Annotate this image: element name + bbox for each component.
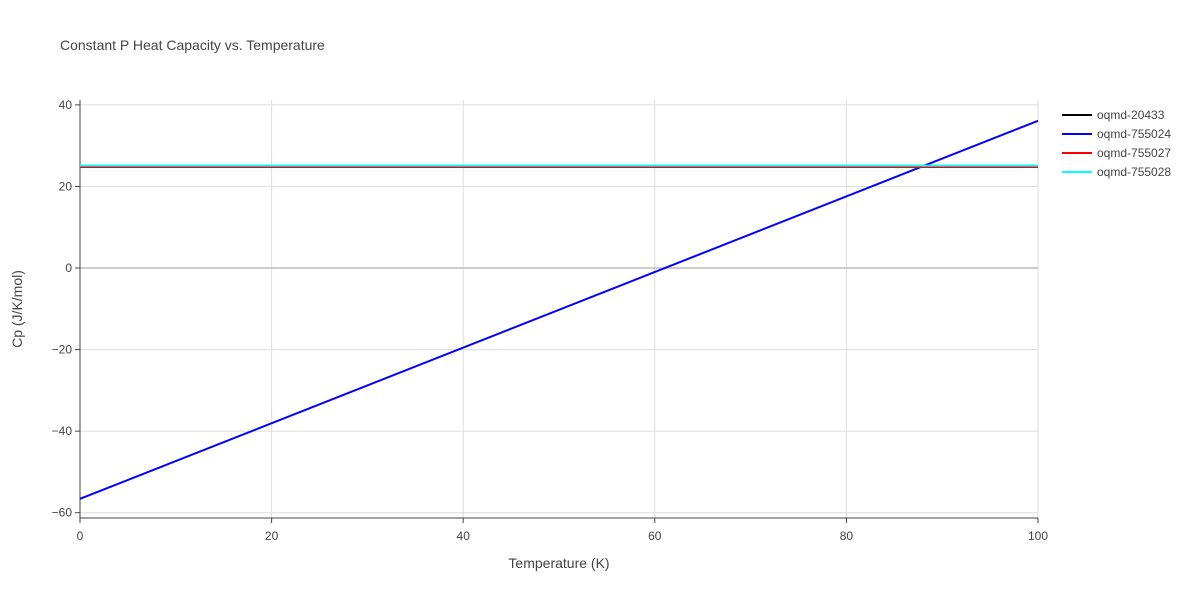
legend-label: oqmd-755028 (1097, 165, 1171, 179)
x-tick-label: 60 (648, 529, 662, 543)
x-axis-label: Temperature (K) (508, 555, 609, 571)
x-tick-label: 40 (457, 529, 471, 543)
y-tick-label: 20 (59, 179, 73, 193)
y-tick-label: −60 (52, 506, 73, 520)
x-tick-label: 20 (265, 529, 279, 543)
legend-label: oqmd-20433 (1097, 108, 1165, 122)
chart-title: Constant P Heat Capacity vs. Temperature (60, 37, 325, 53)
y-tick-label: 40 (59, 98, 73, 112)
y-axis-label: Cp (J/K/mol) (9, 270, 25, 348)
y-tick-label: 0 (65, 261, 72, 275)
legend-label: oqmd-755027 (1097, 146, 1171, 160)
legend-label: oqmd-755024 (1097, 127, 1171, 141)
x-tick-label: 0 (77, 529, 84, 543)
y-tick-label: −40 (52, 424, 73, 438)
series-line (79, 119, 1039, 500)
x-tick-label: 100 (1028, 529, 1048, 543)
x-tick-label: 80 (840, 529, 854, 543)
y-tick-label: −20 (52, 343, 73, 357)
